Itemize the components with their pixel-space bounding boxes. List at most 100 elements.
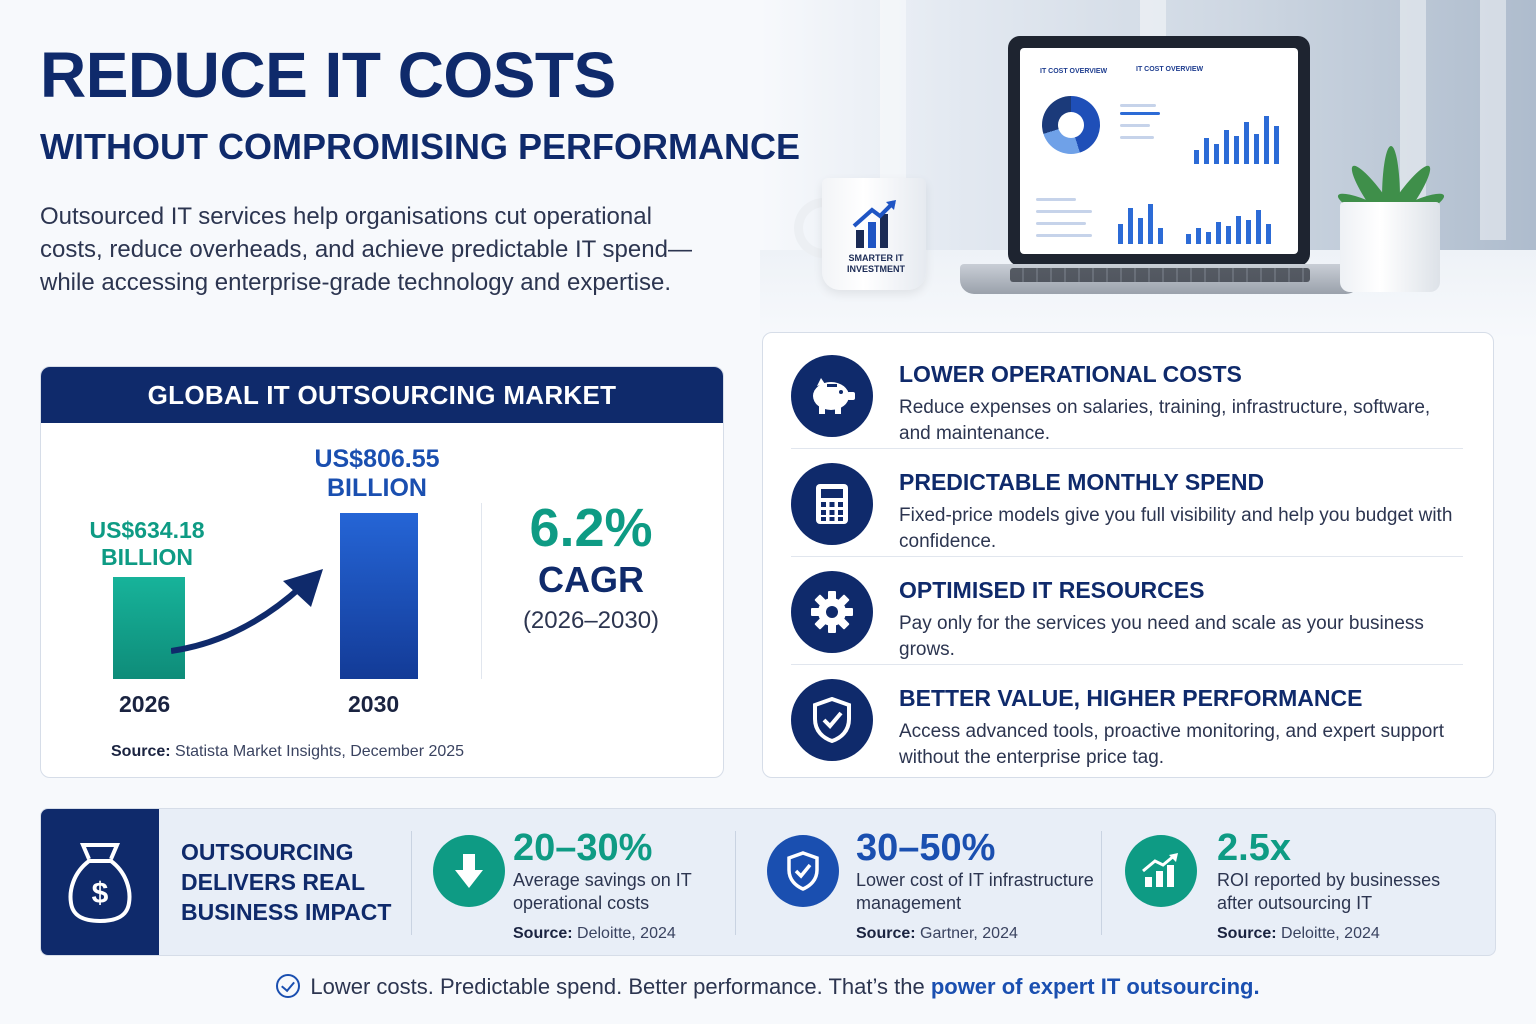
mini-bar <box>1266 224 1271 244</box>
calculator-icon <box>791 463 873 545</box>
laptop-keyboard <box>1010 268 1310 282</box>
mini-line <box>1036 234 1092 237</box>
separator <box>791 664 1463 665</box>
mini-bar <box>1206 232 1211 244</box>
stat-value: 30–50% <box>856 827 996 869</box>
donut-chart <box>1042 96 1100 154</box>
separator <box>411 831 412 935</box>
mini-bar <box>1244 122 1249 164</box>
stat-source: Source: Deloitte, 2024 <box>513 925 676 943</box>
mini-bar <box>1246 220 1251 244</box>
separator <box>1101 831 1102 935</box>
plant-pot <box>1340 202 1440 292</box>
mini-bar-chart <box>1116 198 1168 244</box>
mini-bar <box>1216 222 1221 244</box>
market-card: GLOBAL IT OUTSOURCING MARKET US$634.18 B… <box>40 366 724 778</box>
benefit-description: Fixed-price models give you full visibil… <box>899 505 1453 552</box>
benefit-title: BETTER VALUE, HIGHER PERFORMANCE <box>899 685 1363 711</box>
footer-text: Lower costs. Predictable spend. Better p… <box>310 974 925 999</box>
mini-bar <box>1196 228 1201 244</box>
bar-2026 <box>113 577 185 679</box>
mini-line <box>1120 112 1160 115</box>
mug-handle <box>794 198 834 258</box>
mini-bar <box>1224 130 1229 164</box>
source-label: Source: <box>1217 925 1277 942</box>
separator <box>791 448 1463 449</box>
growth-chart-icon <box>1125 835 1197 907</box>
growth-arrow <box>171 569 323 654</box>
mini-line <box>1120 104 1156 107</box>
mini-bar <box>1254 134 1259 164</box>
mini-bar <box>1148 204 1153 244</box>
benefit-title: PREDICTABLE MONTHLY SPEND <box>899 469 1265 495</box>
market-source: Source: Statista Market Insights, Decemb… <box>111 743 464 761</box>
mini-bar <box>1264 116 1269 164</box>
intro-text: Outsourced IT services help organisation… <box>40 203 692 296</box>
source-label: Source: <box>513 925 573 942</box>
source-text: Deloitte, 2024 <box>1281 925 1380 942</box>
shield-check-icon <box>767 835 839 907</box>
impact-strip: $ OUTSOURCING DELIVERS REAL BUSINESS IMP… <box>40 808 1496 956</box>
year-label-2026: 2026 <box>119 691 171 717</box>
benefit-item: BETTER VALUE, HIGHER PERFORMANCE Access … <box>791 665 1463 773</box>
bar-value-unit: BILLION <box>101 544 193 570</box>
cagr-period: (2026–2030) <box>522 607 660 634</box>
benefit-description: Reduce expenses on salaries, training, i… <box>899 397 1431 444</box>
separator <box>735 831 736 935</box>
benefit-title: OPTIMISED IT RESOURCES <box>899 577 1205 603</box>
source-text: Deloitte, 2024 <box>577 925 676 942</box>
mini-bar <box>1234 136 1239 164</box>
piggy-bank-icon <box>791 355 873 437</box>
year-label-2030: 2030 <box>348 691 400 717</box>
mini-bar <box>1186 234 1191 244</box>
benefit-description: Access advanced tools, proactive monitor… <box>899 721 1444 768</box>
bar-value-amount: US$806.55 <box>314 445 440 473</box>
benefit-item: LOWER OPERATIONAL COSTS Reduce expenses … <box>791 341 1463 449</box>
benefit-item: PREDICTABLE MONTHLY SPEND Fixed-price mo… <box>791 449 1463 557</box>
stat-source: Source: Deloitte, 2024 <box>1217 925 1380 943</box>
bar-value-amount: US$634.18 <box>89 517 205 543</box>
mini-bar <box>1128 208 1133 244</box>
impact-heading: OUTSOURCING DELIVERS REAL BUSINESS IMPAC… <box>181 837 421 927</box>
divider <box>481 503 482 679</box>
dashboard-title: IT COST OVERVIEW <box>1040 68 1108 75</box>
window-light <box>1480 0 1506 240</box>
plant-leaf <box>1382 146 1400 212</box>
mini-bar <box>1226 226 1231 244</box>
dashboard-title: IT COST OVERVIEW <box>1136 66 1204 73</box>
source-label: Source: <box>856 925 916 942</box>
impact-heading-line: BUSINESS IMPACT <box>181 899 392 925</box>
source-text: Gartner, 2024 <box>920 925 1018 942</box>
impact-heading-line: OUTSOURCING <box>181 839 354 865</box>
svg-text:$: $ <box>92 877 109 910</box>
stat-value: 20–30% <box>513 827 653 869</box>
gear-icon <box>791 571 873 653</box>
mug-label: SMARTER IT INVESTMENT <box>846 253 905 274</box>
bar-value-label-2026: US$634.18 BILLION <box>77 517 217 571</box>
mini-bar <box>1138 218 1143 244</box>
stat-value: 2.5x <box>1217 827 1291 869</box>
page-title: REDUCE IT COSTS <box>40 39 616 111</box>
benefit-item: OPTIMISED IT RESOURCES Pay only for the … <box>791 557 1463 665</box>
impact-heading-line: DELIVERS REAL <box>181 869 366 895</box>
mini-bar <box>1274 126 1279 164</box>
page-subtitle: WITHOUT COMPROMISING PERFORMANCE <box>40 126 800 167</box>
cagr-value: 6.2% <box>529 498 653 558</box>
stat-source: Source: Gartner, 2024 <box>856 925 1018 943</box>
cagr-label: CAGR <box>538 559 644 600</box>
bar-2030 <box>340 513 418 679</box>
mini-bar <box>1158 228 1163 244</box>
bar-value-label-2030: US$806.55 BILLION <box>297 445 457 503</box>
stat-description: Average savings on IT operational costs <box>513 870 692 913</box>
mini-line <box>1036 222 1086 225</box>
benefit-description: Pay only for the services you need and s… <box>899 613 1424 660</box>
mini-bar <box>1118 224 1123 244</box>
bar-value-unit: BILLION <box>327 474 427 502</box>
mini-bar <box>1256 210 1261 244</box>
dashboard-screen: IT COST OVERVIEW IT COST OVERVIEW <box>1020 48 1298 254</box>
benefit-title: LOWER OPERATIONAL COSTS <box>899 361 1242 387</box>
footer-tagline: Lower costs. Predictable spend. Better p… <box>0 974 1536 1000</box>
mini-bar-chart <box>1182 204 1292 244</box>
arrow-down-icon <box>433 835 505 907</box>
laptop: IT COST OVERVIEW IT COST OVERVIEW <box>1008 36 1310 266</box>
